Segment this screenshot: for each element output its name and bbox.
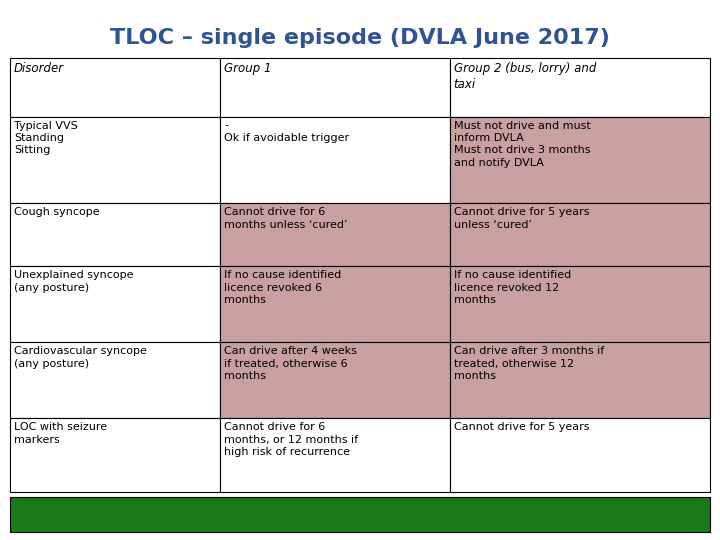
Bar	[450, 342, 710, 418]
Text: Cannot drive for 5 years
unless ‘cured’: Cannot drive for 5 years unless ‘cured’	[454, 207, 589, 230]
Bar	[10, 58, 220, 117]
Bar	[10, 418, 220, 492]
Bar	[450, 266, 710, 342]
Bar	[10, 117, 220, 204]
Bar	[450, 117, 710, 204]
Bar	[220, 266, 450, 342]
Bar	[220, 418, 450, 492]
Text: Can drive after 4 weeks
if treated, otherwise 6
months: Can drive after 4 weeks if treated, othe…	[224, 346, 357, 381]
Text: Disorder: Disorder	[14, 62, 64, 75]
Text: Cardiovascular syncope
(any posture): Cardiovascular syncope (any posture)	[14, 346, 147, 369]
Bar	[10, 204, 220, 266]
Text: Unexplained syncope
(any posture): Unexplained syncope (any posture)	[14, 271, 133, 293]
Bar	[220, 58, 450, 117]
Bar	[450, 204, 710, 266]
Bar	[220, 204, 450, 266]
Text: Cannot drive for 6
months, or 12 months if
high risk of recurrence: Cannot drive for 6 months, or 12 months …	[224, 422, 358, 457]
Text: LOC with seizure
markers: LOC with seizure markers	[14, 422, 107, 444]
Bar	[220, 117, 450, 204]
Text: TLOC – single episode (DVLA June 2017): TLOC – single episode (DVLA June 2017)	[110, 28, 610, 48]
Text: Cough syncope: Cough syncope	[14, 207, 99, 218]
Bar	[10, 497, 710, 532]
Bar	[450, 58, 710, 117]
Text: Typical VVS
Standing
Sitting: Typical VVS Standing Sitting	[14, 120, 78, 156]
Bar	[10, 342, 220, 418]
Text: Cannot drive for 6
months unless ‘cured’: Cannot drive for 6 months unless ‘cured’	[224, 207, 348, 230]
Text: If no cause identified
licence revoked 6
months: If no cause identified licence revoked 6…	[224, 271, 341, 305]
Bar	[220, 342, 450, 418]
Text: Must not drive and must
inform DVLA
Must not drive 3 months
and notify DVLA: Must not drive and must inform DVLA Must…	[454, 120, 590, 168]
Text: Cannot drive for 5 years: Cannot drive for 5 years	[454, 422, 589, 432]
Bar	[450, 418, 710, 492]
Text: -
Ok if avoidable trigger: - Ok if avoidable trigger	[224, 120, 349, 143]
Text: Group 2 (bus, lorry) and
taxi: Group 2 (bus, lorry) and taxi	[454, 62, 596, 91]
Bar	[10, 266, 220, 342]
Text: If no cause identified
licence revoked 12
months: If no cause identified licence revoked 1…	[454, 271, 571, 305]
Text: Can drive after 3 months if
treated, otherwise 12
months: Can drive after 3 months if treated, oth…	[454, 346, 604, 381]
Text: Group 1: Group 1	[224, 62, 271, 75]
